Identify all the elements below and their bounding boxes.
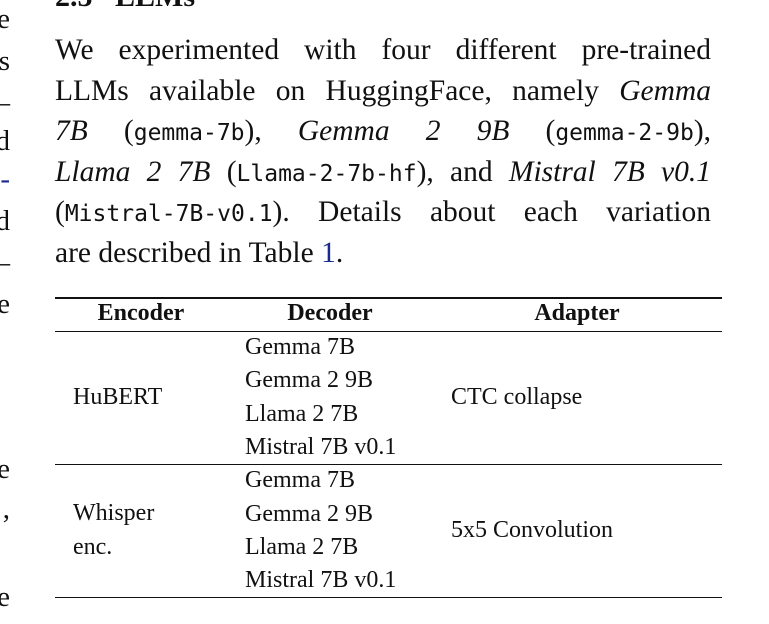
text: ),	[244, 115, 298, 148]
decoder-cell: Mistral 7B v0.1	[245, 567, 397, 594]
table-link[interactable]: 1	[321, 236, 336, 269]
column-header: Encoder	[97, 300, 185, 326]
text-line: Llama 2 7B (Llama-2-7b-hf), and Mistral …	[55, 152, 711, 193]
text: are described in Table	[55, 236, 322, 269]
decoder-cell: Gemma 2 9B	[245, 367, 373, 394]
section-number: 2.5	[55, 0, 93, 13]
table-rule	[55, 597, 722, 599]
margin-fragment: e	[0, 453, 10, 485]
model-name: Llama 2 7B	[55, 155, 211, 188]
text-line: We experimented with four different pre-…	[55, 30, 711, 71]
encoder-cell: HuBERT	[73, 384, 163, 411]
decoder-cell: Mistral 7B v0.1	[245, 433, 397, 460]
margin-fragment: e	[0, 581, 10, 613]
model-id: Mistral-7B-v0.1	[64, 201, 273, 228]
section-title: LLMs	[115, 0, 195, 13]
margin-fragment: _	[0, 78, 10, 108]
model-name: Gemma	[619, 74, 711, 107]
decoder-cell: Gemma 7B	[245, 334, 355, 360]
model-name: Mistral 7B v0.1	[508, 155, 711, 188]
adapter-cell: CTC collapse	[451, 384, 583, 411]
margin-fragment: s	[0, 45, 10, 77]
margin-fragment: d	[0, 205, 10, 237]
column-header: Decoder	[287, 300, 373, 326]
margin-fragment: ,	[2, 493, 10, 525]
text: .	[335, 236, 344, 269]
model-name: 7B	[55, 115, 88, 148]
text: (	[55, 196, 65, 229]
text: ),	[693, 115, 712, 148]
encoder-cell: Whisper enc.	[73, 500, 155, 560]
text: (	[87, 115, 134, 148]
table-rule	[55, 464, 722, 466]
margin-fragment: _	[0, 238, 10, 268]
model-name: Gemma 2 9B	[297, 115, 510, 148]
table-rule	[55, 297, 722, 299]
model-id: gemma-7b	[133, 120, 245, 147]
margin-fragment: d	[0, 125, 10, 157]
model-id: Llama-2-7b-hf	[236, 160, 417, 187]
section-heading: 2.5 LLMs	[55, 0, 195, 14]
model-id: gemma-2-9b	[555, 120, 694, 147]
table-rule	[55, 331, 722, 332]
text: We experimented with four different pre-…	[55, 34, 711, 66]
paragraph: We experimented with four different pre-…	[55, 30, 711, 274]
text-line: LLMs available on HuggingFace, namely Ge…	[55, 71, 711, 112]
text: (	[210, 155, 237, 188]
decoder-cell: Llama 2 7B	[245, 400, 359, 427]
text-line: are described in Table 1.	[55, 233, 711, 274]
text: ), and	[416, 155, 509, 188]
text-line: 7B (gemma-7b), Gemma 2 9B (gemma-2-9b),	[55, 111, 711, 152]
adapter-cell: 5x5 Convolution	[451, 517, 614, 544]
margin-fragment: e	[0, 3, 10, 35]
decoder-cell: Llama 2 7B	[245, 533, 359, 560]
decoder-cell: Gemma 2 9B	[245, 500, 373, 527]
text: LLMs available on HuggingFace, namely	[55, 74, 620, 107]
margin-fragment: -	[0, 163, 10, 195]
column-header: Adapter	[534, 300, 620, 326]
margin-fragment: e	[0, 288, 10, 320]
text-line: (Mistral-7B-v0.1). Details about each va…	[55, 192, 711, 233]
text: (	[509, 115, 556, 148]
text: ). Details about each variation	[272, 196, 711, 229]
decoder-cell: Gemma 7B	[245, 467, 355, 494]
